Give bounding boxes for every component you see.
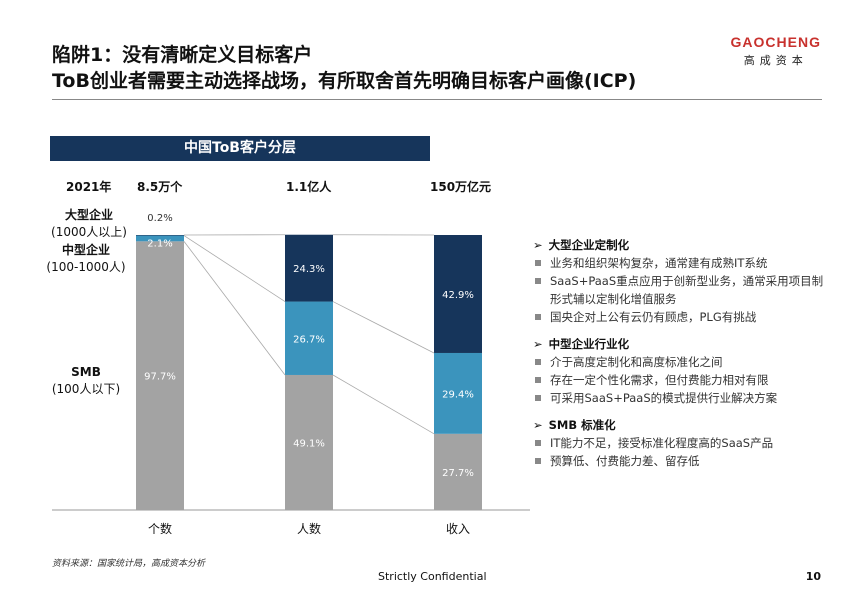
bullet-text: SaaS+PaaS重点应用于创新型业务，通常采用项目制形式辅以定制化增值服务 — [550, 274, 824, 306]
category-label: 个数 — [148, 521, 172, 536]
data-label: 0.2% — [147, 213, 172, 224]
data-label: 49.1% — [293, 438, 325, 449]
connector-line — [183, 241, 286, 376]
total-revenue: 150万亿元 — [430, 180, 492, 194]
chart-title: 中国ToB客户分层 — [50, 136, 430, 161]
bullet-item: 可采用SaaS+PaaS的模式提供行业解决方案 — [533, 389, 833, 407]
logo-text-en: GAOCHENG — [730, 34, 821, 50]
data-label: 2.1% — [147, 239, 172, 250]
segment-name: 大型企业 — [64, 208, 113, 222]
bar-segment — [136, 235, 184, 236]
brand-logo: GAOCHENG 高成资本 — [731, 34, 821, 68]
bullet-item: 介于高度定制化和高度标准化之间 — [533, 353, 833, 371]
confidential-label: Strictly Confidential — [378, 570, 487, 583]
data-label: 26.7% — [293, 334, 325, 345]
logo-text-cn: 高成资本 — [743, 54, 808, 67]
section-heading: ➢ SMB 标准化 — [533, 416, 833, 434]
segment-desc: (100人以下) — [51, 382, 121, 396]
data-label: 27.7% — [442, 468, 474, 479]
bar-segment — [434, 235, 482, 353]
square-bullet-icon — [535, 260, 541, 266]
year-label: 2021年 — [66, 180, 112, 194]
connector-line — [183, 235, 286, 302]
page-number: 10 — [805, 570, 821, 583]
bullet-item: 国央企对上公有云仍有顾虑，PLG有挑战 — [533, 308, 833, 326]
bullet-text: 存在一定个性化需求，但付费能力相对有限 — [550, 373, 769, 387]
segment-label-large: 大型企业 (1000人以上) — [46, 207, 132, 241]
bullet-item: IT能力不足，接受标准化程度高的SaaS产品 — [533, 434, 833, 452]
total-people: 1.1亿人 — [286, 180, 332, 194]
segment-desc: (100-1000人) — [46, 260, 126, 274]
section-heading-text: 大型企业定制化 — [548, 238, 630, 252]
square-bullet-icon — [535, 359, 541, 365]
connector-line — [332, 301, 435, 354]
bullet-text: 可采用SaaS+PaaS的模式提供行业解决方案 — [550, 391, 778, 405]
bar-segment — [285, 374, 333, 510]
section-heading-text: 中型企业行业化 — [548, 337, 630, 351]
bar-segment — [285, 301, 333, 375]
arrow-bullet-icon: ➢ — [533, 238, 543, 252]
bullet-text: IT能力不足，接受标准化程度高的SaaS产品 — [550, 436, 774, 450]
data-label: 29.4% — [442, 389, 474, 400]
bar-segment — [136, 241, 184, 510]
bullet-text: 国央企对上公有云仍有顾虑，PLG有挑战 — [550, 310, 757, 324]
data-label: 42.9% — [442, 290, 474, 301]
segment-label-mid: 中型企业 (100-1000人) — [40, 242, 132, 276]
category-label: 收入 — [446, 522, 470, 536]
arrow-bullet-icon: ➢ — [533, 337, 543, 351]
source-note: 资料来源：国家统计局，高成资本分析 — [52, 559, 206, 569]
square-bullet-icon — [535, 458, 541, 464]
bullet-text: 预算低、付费能力差、留存低 — [550, 454, 700, 468]
connector-line — [332, 374, 435, 435]
bar-segment — [136, 235, 184, 242]
bullet-item: 预算低、付费能力差、留存低 — [533, 452, 833, 470]
page-subtitle: ToB创业者需要主动选择战场，有所取舍首先明确目标客户画像(ICP) — [52, 70, 637, 92]
section-heading: ➢ 中型企业行业化 — [533, 335, 833, 353]
square-bullet-icon — [535, 278, 541, 284]
section-heading: ➢ 大型企业定制化 — [533, 236, 833, 254]
bullet-item: SaaS+PaaS重点应用于创新型业务，通常采用项目制形式辅以定制化增值服务 — [533, 272, 833, 308]
square-bullet-icon — [535, 377, 541, 383]
bullet-text: 业务和组织架构复杂，通常建有成熟IT系统 — [550, 256, 768, 270]
page-title: 陷阱1：没有清晰定义目标客户 — [52, 44, 313, 66]
right-panel: ➢ 大型企业定制化业务和组织架构复杂，通常建有成熟IT系统 SaaS+PaaS重点应… — [533, 236, 833, 470]
segment-name: SMB — [71, 365, 101, 379]
bar-segment — [434, 433, 482, 510]
data-label: 24.3% — [293, 264, 325, 275]
square-bullet-icon — [535, 395, 541, 401]
segment-desc: (1000人以上) — [51, 225, 127, 239]
arrow-bullet-icon: ➢ — [533, 418, 543, 432]
bullet-text: 介于高度定制化和高度标准化之间 — [550, 355, 723, 369]
bar-segment — [434, 352, 482, 434]
category-label: 人数 — [297, 521, 321, 536]
title-divider — [52, 99, 822, 100]
square-bullet-icon — [535, 314, 541, 320]
total-count: 8.5万个 — [137, 180, 183, 194]
segment-name: 中型企业 — [61, 243, 110, 257]
data-label: 97.7% — [144, 372, 176, 383]
square-bullet-icon — [535, 440, 541, 446]
section-heading-text: SMB 标准化 — [548, 418, 616, 432]
bar-segment — [285, 234, 333, 302]
segment-label-smb: SMB (100人以下) — [40, 364, 132, 398]
bullet-item: 业务和组织架构复杂，通常建有成熟IT系统 — [533, 254, 833, 272]
bullet-item: 存在一定个性化需求，但付费能力相对有限 — [533, 371, 833, 389]
